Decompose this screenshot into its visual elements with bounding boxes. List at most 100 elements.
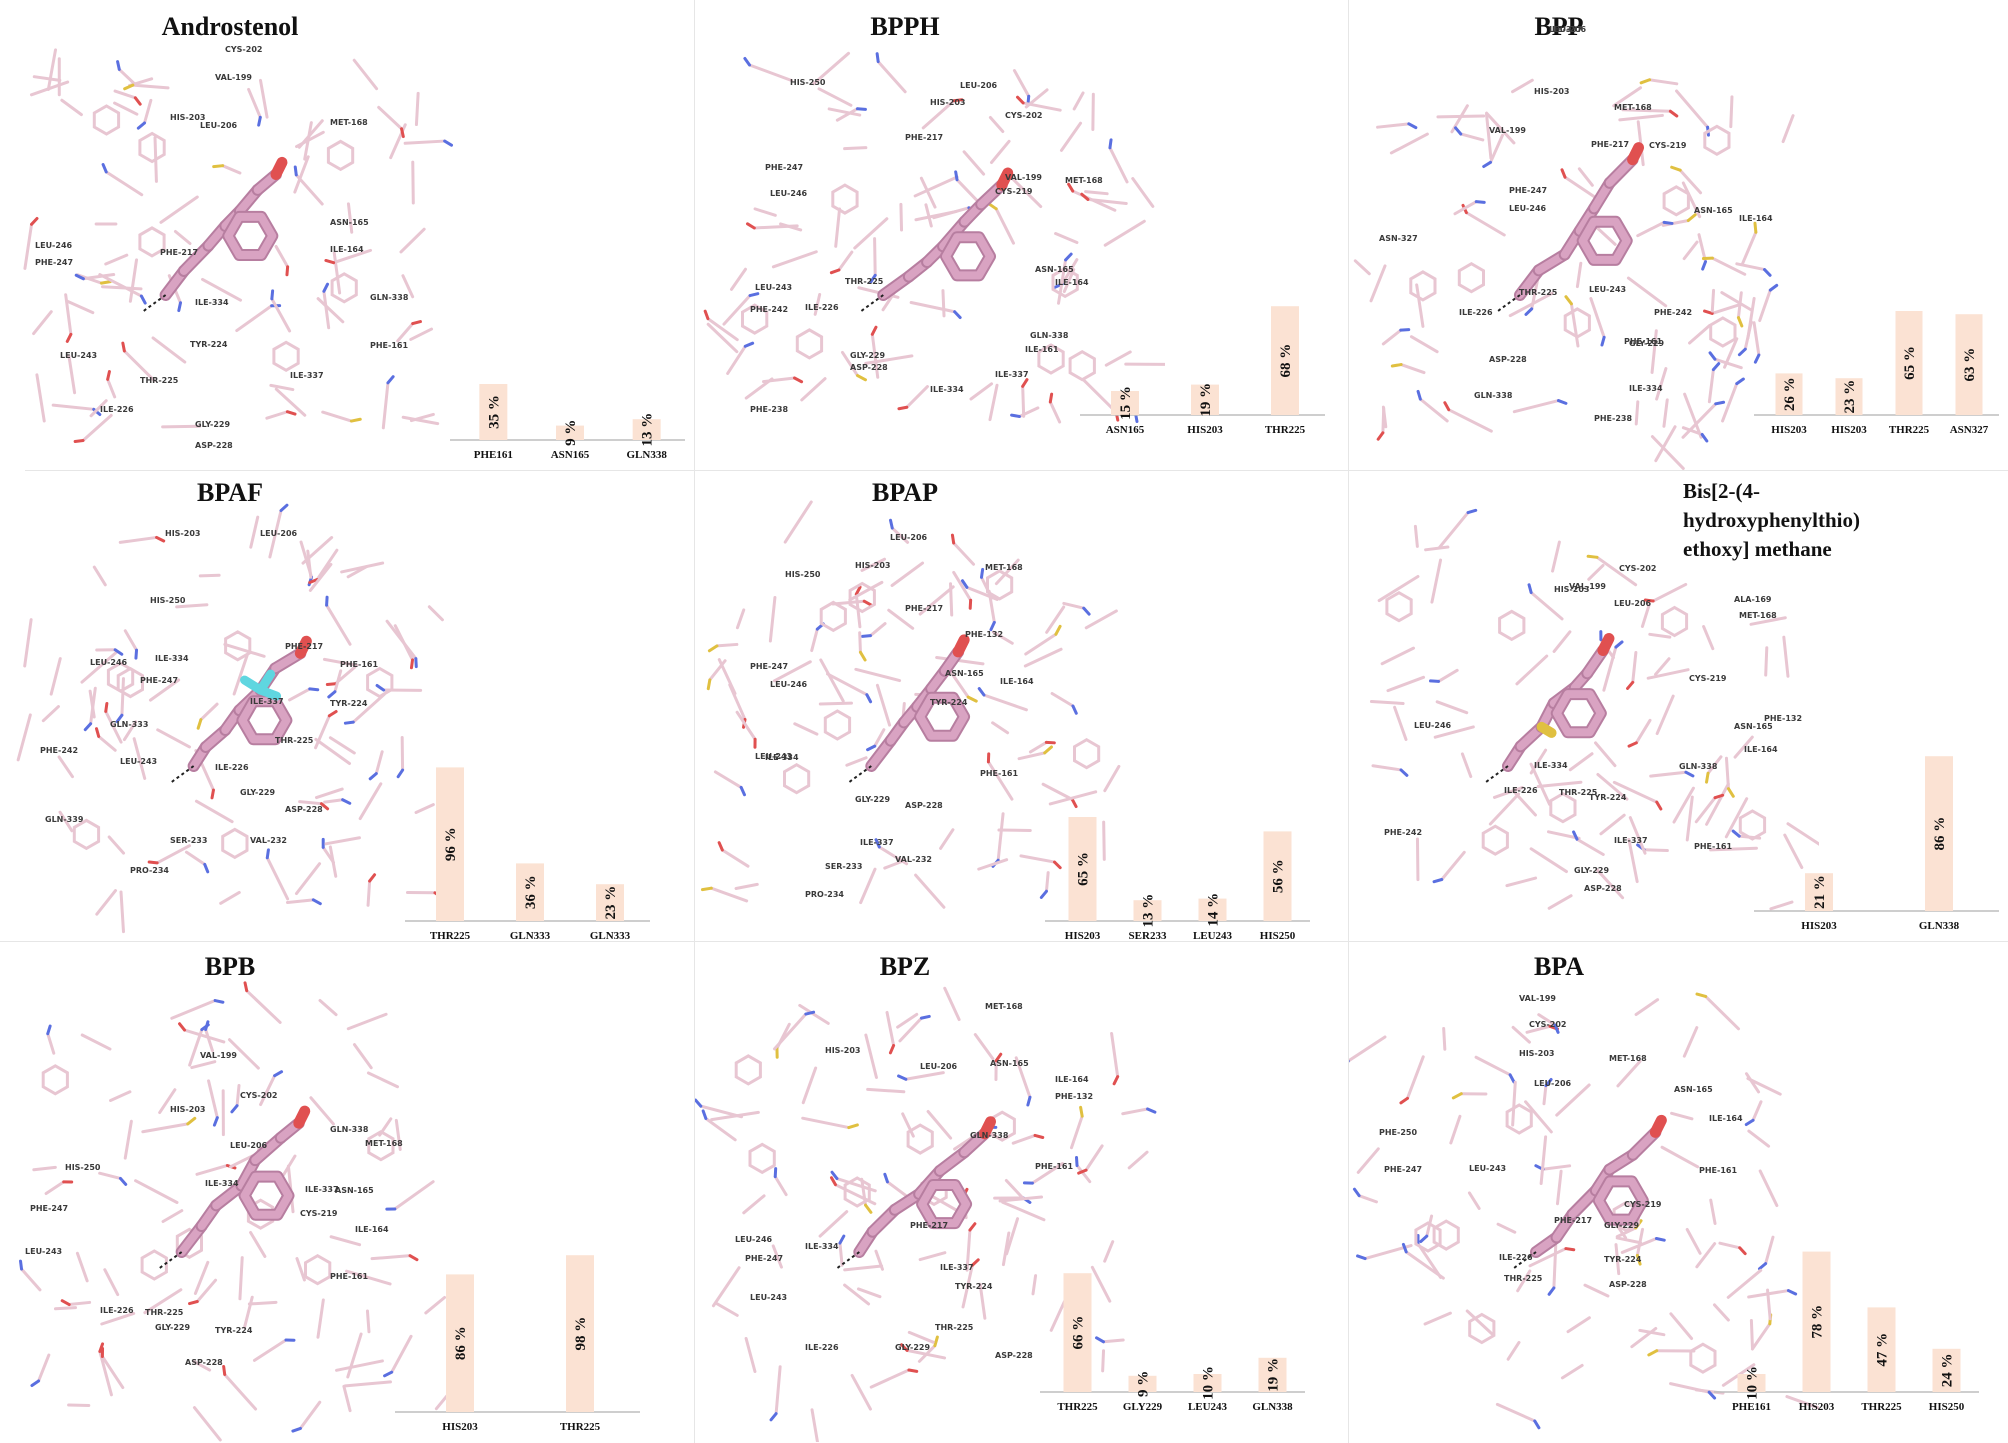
interaction-bar-chart: 66 % THR225 9 % GLY229 10 %LEU243 19 % GLN338 xyxy=(1040,1273,1305,1413)
interaction-bar-chart: 10 %PHE161 78 % HIS203 47 % THR225 24 % HIS250 xyxy=(1714,1251,1979,1413)
residue-stick xyxy=(295,1257,306,1282)
residue-label: ASP-228 xyxy=(195,441,233,450)
residue-stick xyxy=(324,836,361,846)
residue-stick xyxy=(247,87,262,127)
residue-stick xyxy=(860,557,887,572)
residue-stick xyxy=(192,1406,222,1442)
residue-stick xyxy=(242,1295,254,1330)
residue-label: VAL-199 xyxy=(1005,173,1042,182)
residue-stick xyxy=(991,812,1005,868)
residue-stick xyxy=(32,1165,57,1172)
residue-label: VAL-199 xyxy=(1519,994,1556,1003)
residue-stick xyxy=(1737,320,1753,357)
panel-title: BPP xyxy=(1534,12,1584,41)
residue-stick xyxy=(64,293,73,343)
residue-stick xyxy=(123,629,139,660)
residue-label: PHE-238 xyxy=(750,405,788,414)
residue-label: PHE-242 xyxy=(40,746,78,755)
category-label: GLN338 xyxy=(1919,920,1960,932)
residue-stick xyxy=(1467,1191,1481,1210)
residue-stick xyxy=(707,642,739,653)
residue-stick xyxy=(118,535,166,544)
residue-stick xyxy=(1626,651,1638,690)
residue-stick xyxy=(41,705,60,723)
residue-stick xyxy=(235,304,282,333)
residue-label: ILE-226 xyxy=(805,303,839,312)
residue-stick xyxy=(295,130,325,149)
residue-stick xyxy=(1075,1155,1092,1184)
residue-stick xyxy=(148,678,181,702)
residue-stick xyxy=(838,1234,846,1267)
residue-stick xyxy=(818,701,853,706)
residue-stick xyxy=(1643,582,1688,603)
bar-value-label: 15 % xyxy=(1118,386,1134,420)
residue-stick xyxy=(80,1033,112,1051)
residue-label: ALA-169 xyxy=(1734,595,1772,604)
residue-label: HIS-250 xyxy=(790,78,826,87)
residue-stick xyxy=(119,890,125,934)
residue-label: HIS-203 xyxy=(930,98,965,107)
bar-value-label: 14 % xyxy=(1206,893,1222,927)
residue-stick xyxy=(989,139,1011,165)
residue-stick xyxy=(859,867,877,905)
residue-stick xyxy=(1127,1150,1149,1170)
residue-label: MET-168 xyxy=(1739,611,1777,620)
residue-stick xyxy=(835,107,867,122)
residue-stick xyxy=(875,52,907,94)
residue-stick xyxy=(238,1256,244,1301)
bar xyxy=(566,1255,594,1412)
residue-stick xyxy=(368,750,384,781)
residue-stick xyxy=(1675,89,1710,137)
residue-stick xyxy=(1685,1227,1702,1255)
residue-label: LEU-243 xyxy=(1469,1164,1506,1173)
residue-stick xyxy=(1537,1013,1560,1034)
residue-label: LEU-206 xyxy=(1534,1079,1572,1088)
residue-stick xyxy=(1685,795,1694,842)
residue-stick xyxy=(1707,362,1721,404)
residue-stick xyxy=(1121,1107,1157,1116)
residue-stick xyxy=(1039,871,1050,899)
residue-label: GLY-229 xyxy=(855,795,890,804)
residue-stick xyxy=(909,301,962,320)
residue-stick xyxy=(914,873,946,909)
residue-label: ILE-164 xyxy=(1055,1075,1089,1084)
residue-label: SER-233 xyxy=(170,836,207,845)
residue-stick xyxy=(409,327,434,341)
residue-stick xyxy=(1005,1217,1020,1256)
residue-label: HIS-250 xyxy=(65,1163,101,1172)
bar xyxy=(1193,1374,1222,1392)
residue-stick xyxy=(1744,1072,1761,1094)
bar xyxy=(632,419,661,440)
residue-stick xyxy=(327,669,343,699)
residue-label: ASN-165 xyxy=(1035,265,1074,274)
residue-stick xyxy=(1465,1309,1495,1337)
residue-stick xyxy=(1614,1243,1621,1276)
residue-stick xyxy=(377,105,405,139)
residue-label: LEU-206 xyxy=(230,1141,268,1150)
residue-stick xyxy=(1067,182,1117,212)
category-label: PHE161 xyxy=(1732,1401,1771,1413)
residue-ring xyxy=(92,104,121,136)
residue-stick xyxy=(332,251,342,295)
residue-stick xyxy=(294,862,322,896)
residue-stick xyxy=(1416,389,1449,423)
residue-stick xyxy=(899,202,904,232)
residue-stick xyxy=(977,687,1028,712)
residue-label: ILE-164 xyxy=(355,1225,389,1234)
residue-stick xyxy=(366,873,377,907)
residue-stick xyxy=(227,1038,260,1070)
residue-label: PHE-132 xyxy=(1764,714,1802,723)
residue-stick xyxy=(801,1066,818,1105)
residue-stick xyxy=(1683,392,1703,439)
residue-stick xyxy=(365,1309,371,1334)
residue-stick xyxy=(1703,303,1740,315)
residue-label: MET-168 xyxy=(330,118,368,127)
bar-value-label: 98 % xyxy=(573,1317,589,1351)
residue-stick xyxy=(1059,121,1083,152)
residue-stick xyxy=(1393,705,1408,741)
residue-label: ILE-334 xyxy=(1629,384,1663,393)
residue-stick xyxy=(366,1071,400,1089)
residue-stick xyxy=(1769,900,1794,911)
residue-label: ILE-337 xyxy=(290,371,324,380)
residue-label: ASN-165 xyxy=(330,218,369,227)
